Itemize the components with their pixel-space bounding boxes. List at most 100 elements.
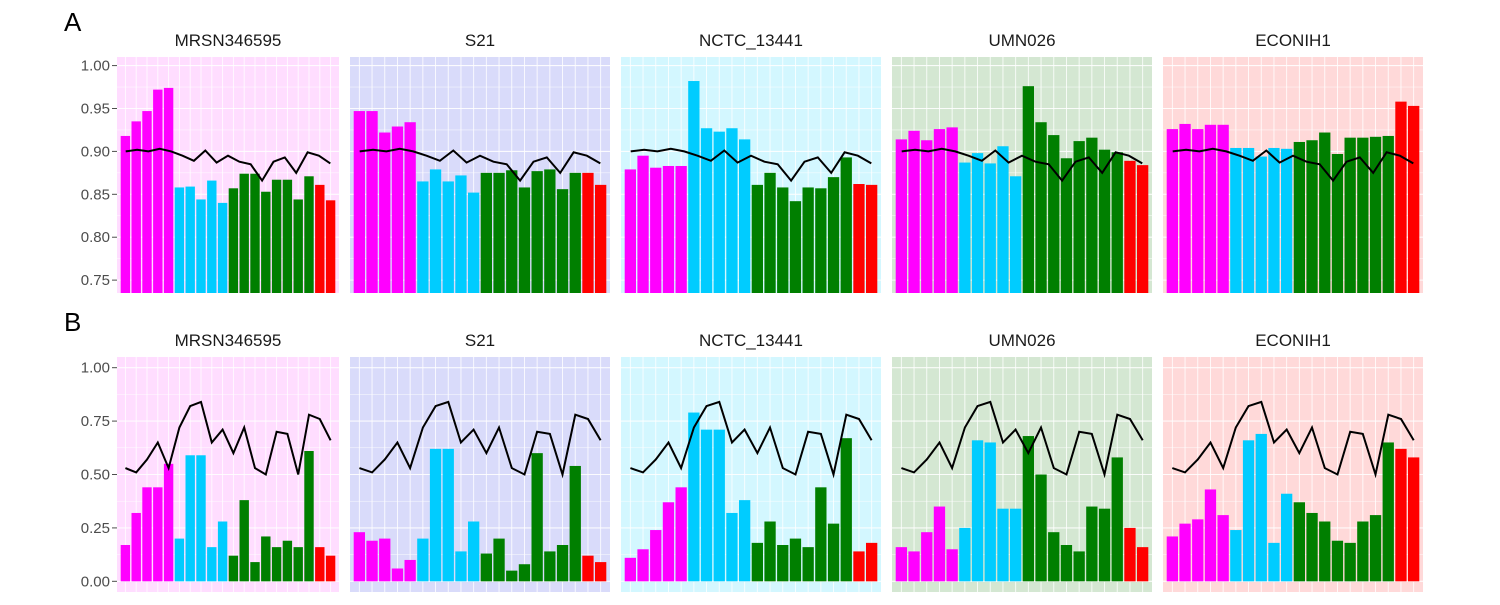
bar — [518, 187, 531, 293]
facet-3: UMN026 — [892, 31, 1152, 293]
bar — [650, 530, 662, 582]
bar — [1369, 515, 1382, 582]
facet-2: NCTC_13441 — [621, 31, 881, 294]
y-tick-label: 0.80 — [81, 229, 110, 246]
bar — [1204, 489, 1217, 582]
y-tick-label: 0.95 — [81, 100, 110, 117]
bar — [582, 555, 594, 582]
bar — [250, 173, 260, 293]
bar — [595, 562, 607, 582]
facet-4: ECONIH1 — [1163, 331, 1423, 592]
bar — [228, 188, 239, 293]
bar — [353, 532, 365, 582]
bar — [442, 181, 454, 293]
bar — [544, 551, 556, 582]
bar — [866, 542, 878, 582]
bar — [174, 538, 185, 582]
bar — [1035, 122, 1047, 293]
bar — [153, 89, 163, 294]
facet-title: MRSN346595 — [175, 31, 282, 50]
bar — [713, 131, 725, 293]
bar — [1230, 147, 1242, 293]
facet-title: S21 — [465, 331, 495, 350]
bar — [815, 188, 827, 293]
mean-line — [125, 147, 331, 183]
bar — [417, 181, 429, 293]
y-tick-label: 0.75 — [81, 413, 110, 430]
bar — [700, 128, 713, 293]
bar — [1319, 521, 1331, 582]
bar — [1230, 530, 1242, 582]
bar — [1395, 101, 1407, 293]
bar — [1242, 440, 1255, 582]
bar — [1204, 124, 1217, 294]
mean-line — [901, 147, 1143, 183]
bar — [315, 184, 325, 293]
bar — [1268, 147, 1280, 293]
panel-label: A — [64, 7, 82, 37]
bar — [827, 523, 840, 582]
bar — [1217, 124, 1229, 294]
facet-title: UMN026 — [988, 331, 1055, 350]
bar — [1073, 141, 1085, 293]
bar — [650, 167, 662, 293]
bar — [569, 172, 581, 293]
bar — [304, 176, 314, 293]
bar — [789, 201, 802, 293]
bar — [637, 155, 649, 293]
bar — [984, 163, 996, 293]
bar — [853, 551, 865, 582]
bar — [1293, 502, 1305, 582]
bar — [921, 140, 933, 293]
bar — [1306, 140, 1318, 293]
facet-title: MRSN346595 — [175, 331, 282, 350]
bar — [282, 179, 293, 293]
bar — [531, 453, 543, 582]
bar — [1179, 123, 1191, 294]
bar — [1281, 493, 1293, 582]
bar — [391, 126, 404, 293]
bar — [827, 177, 840, 293]
bar — [688, 81, 700, 294]
bar — [1124, 527, 1136, 582]
bar — [866, 184, 878, 293]
mean-line — [1172, 147, 1414, 183]
mean-line — [630, 400, 873, 479]
panel-label: B — [64, 307, 81, 337]
bar — [1382, 135, 1394, 293]
bar — [726, 128, 738, 293]
bar — [662, 165, 675, 293]
bar — [391, 568, 404, 582]
bar — [739, 500, 751, 582]
bar — [751, 184, 763, 293]
bar — [304, 451, 314, 582]
bar — [120, 545, 131, 582]
facet-3: UMN026 — [892, 331, 1152, 592]
bar — [1010, 508, 1022, 582]
bar — [480, 172, 492, 293]
bar — [1111, 457, 1123, 582]
bar — [366, 111, 378, 293]
bar — [404, 559, 416, 582]
bar — [239, 500, 249, 582]
bar — [997, 146, 1009, 293]
bar — [624, 557, 636, 582]
bar — [853, 184, 865, 293]
bar — [556, 545, 569, 582]
bar — [662, 502, 675, 582]
bar — [637, 549, 649, 582]
facet-2: NCTC_13441 — [621, 331, 881, 592]
bar — [789, 538, 802, 582]
bar — [142, 111, 152, 293]
bar — [1073, 551, 1085, 582]
bar — [1048, 532, 1060, 582]
bar — [455, 175, 467, 293]
bar — [1166, 129, 1178, 293]
bar — [1255, 156, 1267, 293]
bar — [217, 202, 228, 293]
mean-line — [901, 400, 1144, 479]
facet-title: NCTC_13441 — [699, 31, 803, 50]
bar — [1179, 523, 1191, 582]
